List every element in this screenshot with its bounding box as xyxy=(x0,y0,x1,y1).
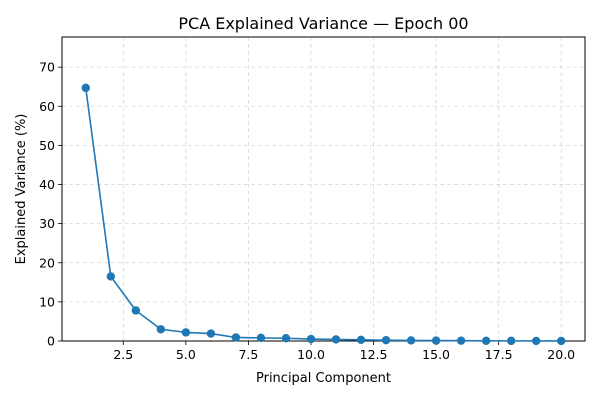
x-tick-label: 15.0 xyxy=(422,347,450,362)
x-tick-label: 12.5 xyxy=(360,347,388,362)
series xyxy=(81,83,566,346)
x-tick-label: 2.5 xyxy=(113,347,133,362)
y-tick-label: 30 xyxy=(39,216,55,231)
y-tick-label: 20 xyxy=(39,255,55,270)
y-tick-label: 0 xyxy=(47,334,55,349)
y-tick-label: 50 xyxy=(39,138,55,153)
data-point xyxy=(406,336,416,345)
data-point xyxy=(81,83,90,93)
x-axis-label: Principal Component xyxy=(256,371,391,386)
series-line xyxy=(84,87,562,342)
y-tick-label: 10 xyxy=(39,294,55,309)
x-tick-label: 10.0 xyxy=(297,347,325,362)
grid xyxy=(62,37,585,342)
data-point xyxy=(532,336,541,346)
x-tick-label: 17.5 xyxy=(485,347,513,362)
data-point xyxy=(106,272,115,281)
data-point xyxy=(306,334,316,344)
data-point xyxy=(206,329,216,338)
x-tick-label: 20.0 xyxy=(547,347,575,362)
data-point xyxy=(181,328,191,337)
data-point xyxy=(281,334,291,343)
x-tick-label: 7.5 xyxy=(238,347,258,362)
data-point xyxy=(456,336,466,345)
data-point xyxy=(331,335,341,344)
data-point xyxy=(231,333,241,342)
y-tick-label: 70 xyxy=(39,60,55,75)
data-point xyxy=(557,336,566,346)
y-tick-label: 60 xyxy=(39,99,55,114)
data-point xyxy=(506,336,516,346)
data-point xyxy=(481,336,491,346)
x-axis-ticks: 2.5 5.0 7.5 10.0 12.5 15.0 17.5 20.0 xyxy=(113,341,575,362)
data-point xyxy=(131,306,141,315)
y-tick-label: 40 xyxy=(39,177,55,192)
y-axis-label: Explained Variance (%) xyxy=(14,114,29,265)
y-axis-ticks: 0 10 20 30 40 50 60 70 xyxy=(39,60,62,349)
plot-area-frame xyxy=(61,36,586,342)
chart-title: PCA Explained Variance — Epoch 00 xyxy=(178,14,468,33)
x-tick-label: 5.0 xyxy=(176,347,196,362)
data-point xyxy=(356,335,366,345)
data-point xyxy=(256,333,266,343)
data-point xyxy=(156,325,166,334)
data-point xyxy=(381,336,391,345)
data-point xyxy=(431,336,441,345)
